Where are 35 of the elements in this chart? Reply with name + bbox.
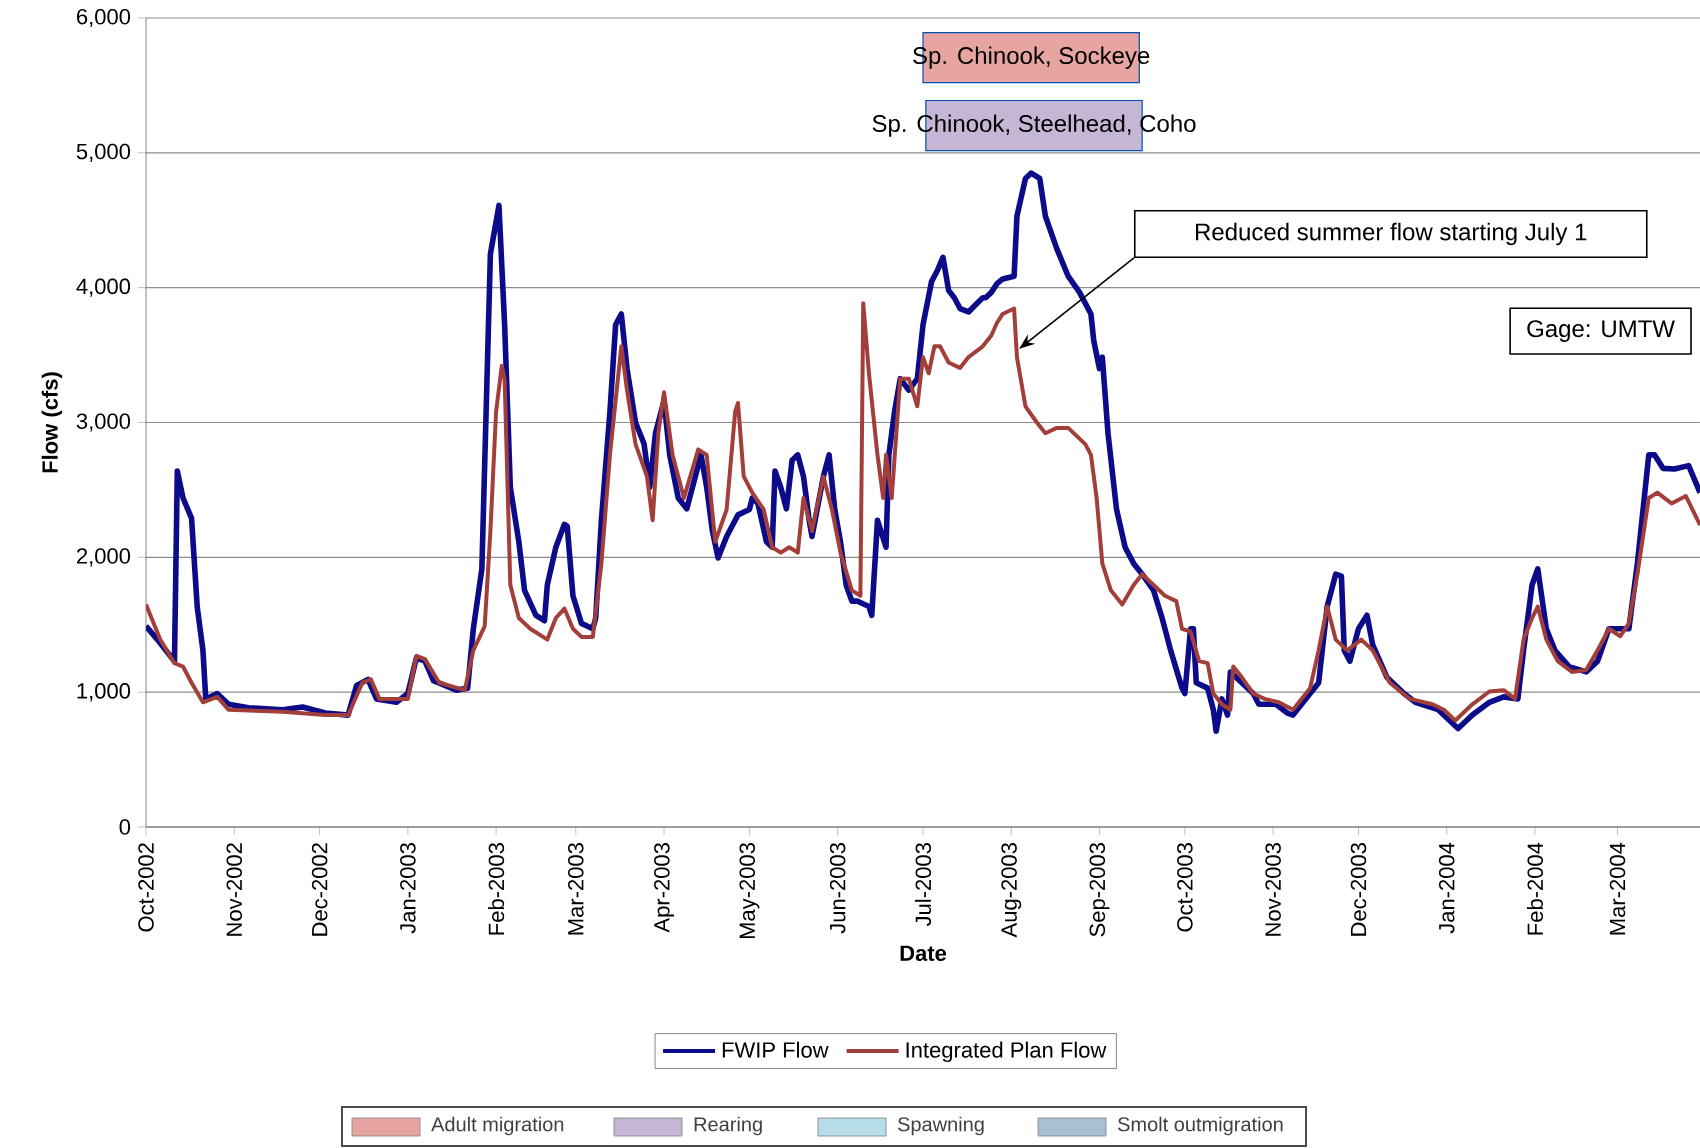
y-tick-label: 6,000 [77,8,131,28]
x-tick-label: Nov-2003 [1265,843,1281,936]
x-axis-title: Date [900,945,947,961]
legend-label: FWIP Flow [722,1041,829,1058]
y-tick-label: 1,000 [77,683,131,702]
x-tick-label: Aug-2003 [1001,843,1022,938]
y-tick-label: 0 [119,819,131,835]
text: Adult migration [431,1116,564,1136]
text: Rearing [694,1116,762,1136]
x-tick-label: Jan-2003 [400,843,416,934]
y-tick-label: 4,000 [76,278,131,297]
x-tick-label: Mar-2003 [568,843,584,935]
x-tick-label: Feb-2003 [488,843,505,935]
x-tick-label: Dec-2002 [311,843,328,936]
x-tick-label: May-2003 [739,843,760,939]
annotation: Gage: UMTW [1527,320,1675,342]
x-tick-label: Jun-2003 [829,843,846,934]
text: Spawning [897,1116,984,1136]
x-tick-label: Nov-2002 [226,843,243,936]
x-tick-label: Dec-2003 [1350,843,1367,936]
x-tick-label: Apr-2003 [654,843,674,933]
x-tick-label: Oct-2003 [1177,843,1193,932]
y-tick-label: 5,000 [76,143,131,162]
x-tick-label: Oct-2002 [138,843,154,932]
x-tick-label: Mar-2004 [1609,842,1626,935]
y-axis-title: Flow (cfs) [41,372,63,473]
y-tick-label: 3,000 [76,413,131,432]
x-tick-label: Feb-2004 [1526,842,1544,935]
x-tick-label: Sep-2003 [1089,843,1110,937]
annotation: Reduced summer flow starting July 1 [1196,222,1587,246]
x-tick-label: Jul-2003 [914,843,932,927]
legend-label: Integrated Plan Flow [906,1041,1107,1063]
text: Smolt outmigration [1117,1116,1283,1136]
x-tick-label: Jan-2004 [1438,842,1455,934]
y-tick-label: 2,000 [76,548,131,567]
